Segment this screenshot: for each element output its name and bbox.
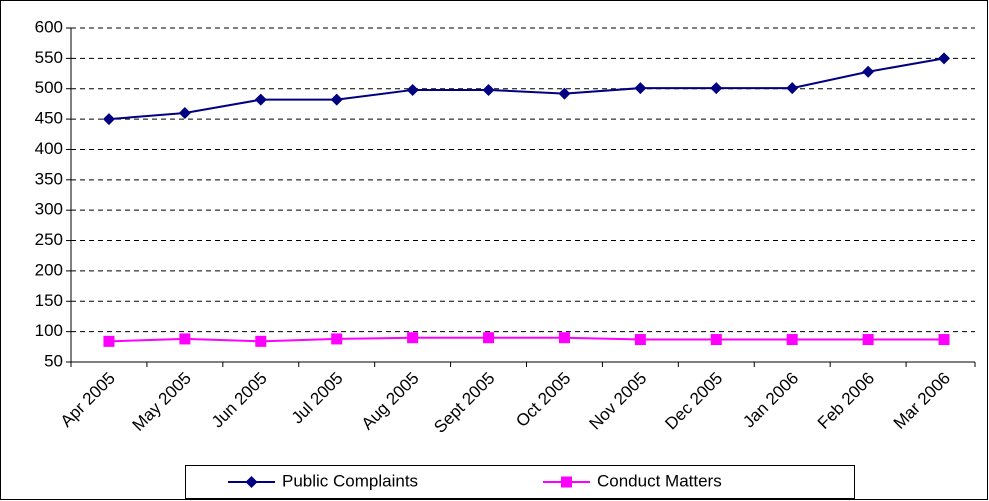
legend-label: Conduct Matters [597, 471, 722, 490]
y-tick-label: 400 [35, 139, 63, 158]
legend-box [185, 465, 855, 499]
series-line [108, 336, 945, 343]
point-marker [102, 113, 115, 126]
point-marker [862, 65, 875, 78]
point-marker [786, 82, 799, 95]
y-tick-label: 50 [44, 351, 63, 370]
point-marker [483, 332, 495, 344]
point-marker [254, 93, 267, 106]
point-marker [255, 335, 267, 347]
point-marker [407, 332, 419, 344]
point-marker [330, 93, 343, 106]
legend-label: Public Complaints [282, 471, 418, 490]
series-line [108, 57, 945, 121]
y-tick-label: 250 [35, 230, 63, 249]
point-marker [938, 52, 951, 65]
y-tick-label: 550 [35, 48, 63, 67]
y-tick-label: 500 [35, 78, 63, 97]
point-marker [179, 333, 191, 345]
point-marker [634, 82, 647, 95]
point-marker [710, 82, 723, 95]
point-marker [786, 334, 798, 346]
legend-marker [561, 476, 572, 488]
point-marker [862, 334, 874, 346]
point-marker [710, 334, 722, 346]
y-tick-label: 150 [35, 291, 63, 310]
y-tick-label: 350 [35, 169, 63, 188]
y-tick-label: 450 [35, 109, 63, 128]
point-marker [558, 332, 570, 344]
y-tick-label: 200 [35, 260, 63, 279]
y-tick-label: 600 [35, 17, 63, 36]
legend-marker [245, 476, 258, 488]
y-tick-label: 100 [35, 321, 63, 340]
point-marker [482, 83, 495, 96]
point-marker [634, 334, 646, 346]
point-marker [178, 107, 191, 120]
point-marker [103, 335, 115, 347]
point-marker [558, 87, 571, 100]
y-tick-label: 300 [35, 200, 63, 219]
point-marker [938, 334, 950, 346]
point-marker [406, 83, 419, 96]
point-marker [331, 333, 343, 345]
